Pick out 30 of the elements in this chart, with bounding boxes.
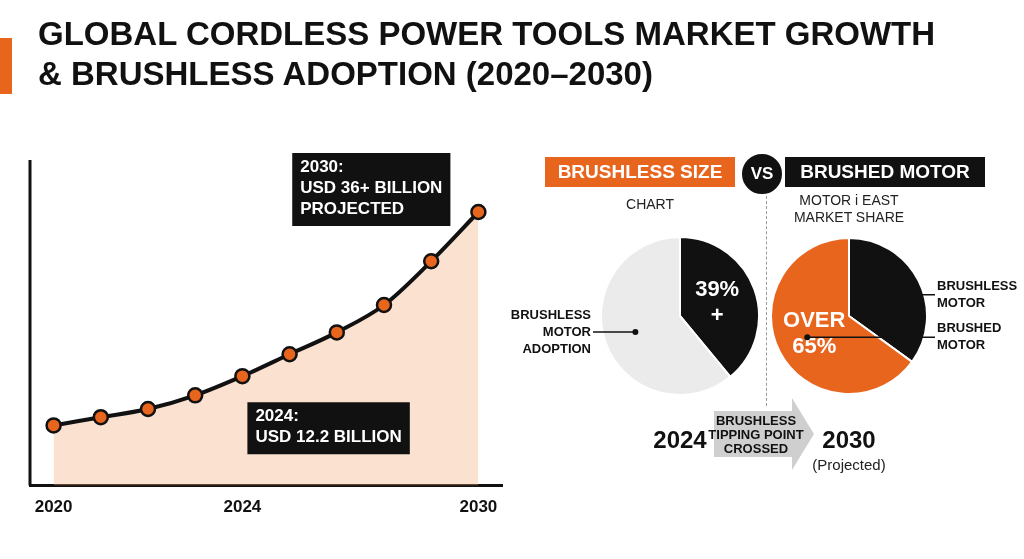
text: BRUSHLESS SIZE bbox=[545, 157, 735, 187]
point bbox=[186, 387, 204, 404]
text: BRUSHED MOTOR bbox=[785, 157, 985, 187]
x-tick-label: 2020 bbox=[34, 497, 73, 517]
point bbox=[470, 203, 487, 221]
x-tick-label: 2024 bbox=[223, 497, 262, 517]
point bbox=[139, 400, 157, 418]
point bbox=[328, 324, 346, 341]
text: 2030 bbox=[822, 426, 876, 453]
chart-title: GLOBAL CORDLESS POWER TOOLS MARKET GROWTH & BRUSHLESS ADOPTION (2020–2030) bbox=[38, 14, 937, 94]
annotation: 2030: USD 36+ BILLION PROJECTED bbox=[300, 157, 443, 219]
data-label: 39% + bbox=[695, 275, 740, 327]
slice-label: BRUSHED MOTOR bbox=[937, 320, 1002, 353]
point bbox=[45, 417, 62, 434]
point bbox=[92, 408, 110, 426]
point bbox=[375, 296, 393, 314]
x-tick-label: 2030 bbox=[459, 497, 498, 517]
text: BRUSHLESS TIPPING POINT CROSSED bbox=[707, 413, 805, 456]
text: VS bbox=[740, 152, 784, 196]
point bbox=[281, 346, 298, 363]
point bbox=[234, 367, 251, 385]
text: (Projected) bbox=[811, 456, 887, 473]
text: MOTOR i EAST MARKET SHARE bbox=[792, 192, 906, 226]
slice-label: BRUSHLESS MOTOR bbox=[937, 277, 1018, 310]
slice-label: BRUSHLESS MOTOR ADOPTION bbox=[510, 306, 592, 356]
text: CHART bbox=[625, 196, 675, 213]
data-label: OVER 65% bbox=[783, 306, 846, 358]
point bbox=[422, 253, 440, 270]
text: 2024 bbox=[653, 426, 707, 453]
annotation: 2024: USD 12.2 BILLION bbox=[255, 406, 402, 447]
